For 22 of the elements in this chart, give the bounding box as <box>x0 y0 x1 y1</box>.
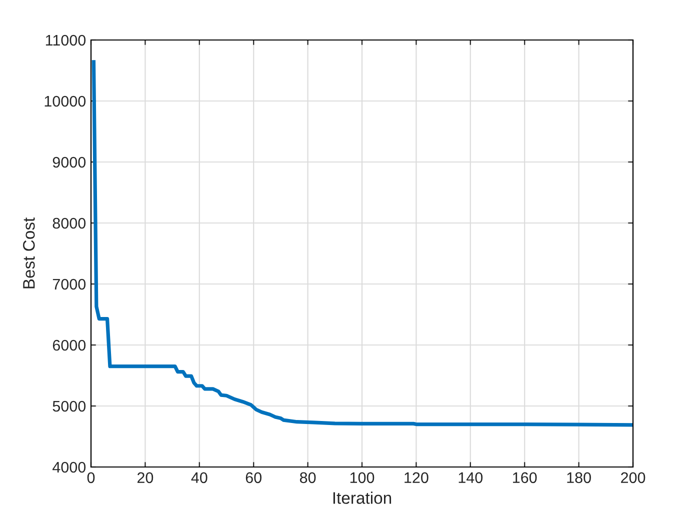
y-tick-label: 10000 <box>44 96 86 107</box>
x-tick-label: 0 <box>87 472 95 484</box>
y-axis-title: Best Cost <box>23 217 35 288</box>
y-tick-label: 9000 <box>52 156 86 168</box>
y-tick-label: 7000 <box>52 278 86 290</box>
y-tick-label: 11000 <box>46 34 86 46</box>
x-tick-label: 40 <box>191 472 208 484</box>
y-tick-label: 8000 <box>52 218 86 229</box>
y-tick-label: 4000 <box>52 462 86 473</box>
x-tick-label: 80 <box>300 472 316 484</box>
x-tick-label: 160 <box>513 472 537 484</box>
x-tick-label: 100 <box>350 472 374 484</box>
x-tick-label: 120 <box>404 472 428 484</box>
line-series <box>92 60 633 427</box>
y-tick-label: 5000 <box>52 400 86 412</box>
y-tick-label: 6000 <box>52 340 86 351</box>
x-tick-label: 60 <box>246 472 262 484</box>
x-tick-label: 180 <box>567 472 591 484</box>
x-axis-title: Iteration <box>333 492 392 504</box>
x-tick-label: 20 <box>137 472 154 484</box>
x-tick-label: 140 <box>458 472 483 484</box>
x-tick-label: 200 <box>621 472 646 484</box>
